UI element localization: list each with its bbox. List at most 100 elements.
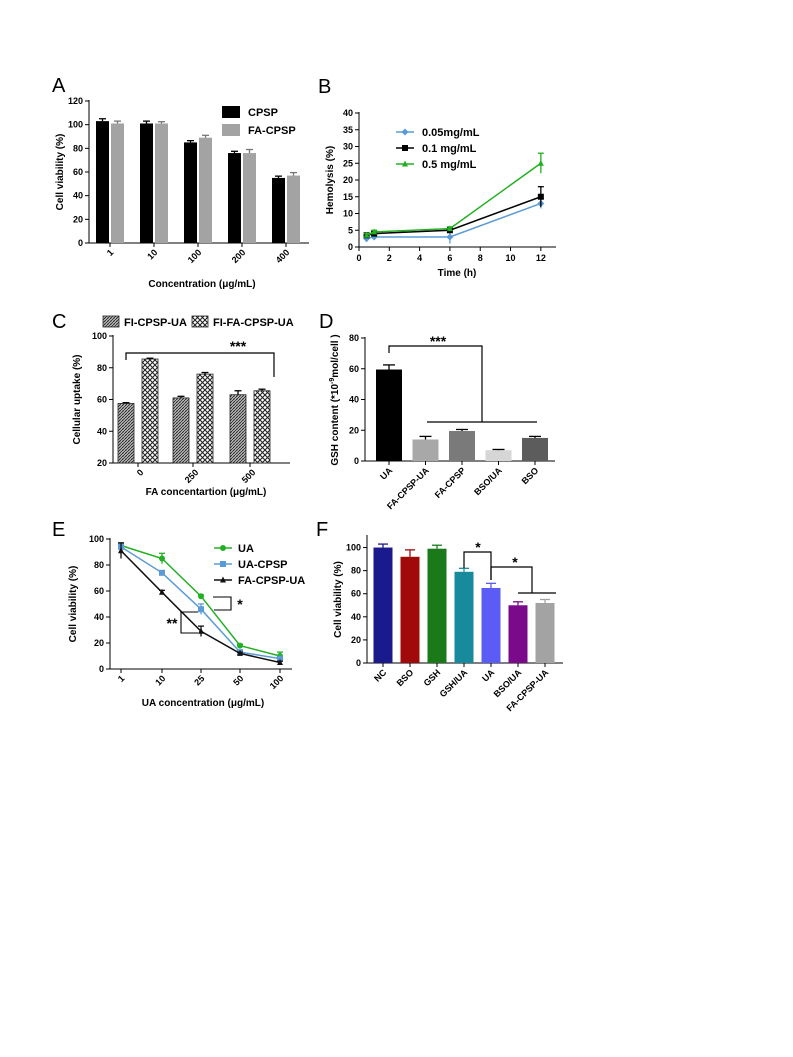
square-marker (220, 561, 226, 567)
triangle-marker (363, 231, 370, 238)
y-tick-label: 60 (94, 586, 104, 596)
significance-marker: *** (230, 338, 247, 354)
y-tick-label: 35 (343, 125, 353, 135)
x-tick-label: 250 (183, 467, 201, 485)
legend-swatch (222, 106, 240, 118)
circle-marker (159, 555, 165, 562)
x-tick-label: 25 (192, 673, 206, 687)
y-tick-label: 80 (351, 566, 361, 576)
triangle-marker (402, 160, 408, 167)
legend-label: FA-CPSP (248, 125, 296, 137)
x-axis-label: Concentration (μg/mL) (148, 279, 255, 290)
triangle-marker (220, 576, 226, 583)
x-tick-label: BSO (520, 465, 541, 486)
legend-label: 0.05mg/mL (422, 127, 480, 139)
y-tick-label: 40 (343, 108, 353, 118)
triangle-marker (237, 649, 243, 656)
y-axis-label: Cell viability (%) (333, 561, 344, 638)
circle-marker (220, 545, 226, 551)
legend-label: CPSP (248, 107, 278, 119)
y-tick-label: 5 (348, 225, 353, 235)
triangle-marker (371, 228, 378, 235)
x-tick-label: UA (480, 667, 497, 684)
y-tick-label: 40 (97, 426, 107, 436)
legend-label: UA-CPSP (238, 559, 288, 571)
circle-marker (198, 593, 204, 600)
bar-cpsp (184, 142, 197, 243)
y-tick-label: 30 (343, 142, 353, 152)
y-tick-label: 0 (78, 238, 83, 248)
x-tick-label: 400 (274, 247, 292, 265)
y-tick-label: 10 (343, 209, 353, 219)
series-line (366, 162, 542, 236)
legend-label: FA-CPSP-UA (238, 575, 305, 587)
panel-e-chart: 0 20 40 60 80 100 Cell viability (%) 1 10 25 50 100… (68, 534, 305, 709)
x-axis-label: FA concentartion (μg/mL) (146, 487, 267, 498)
legend-label: FI-FA-CPSP-UA (213, 317, 294, 329)
square-marker (198, 606, 204, 613)
bar-cpsp (140, 123, 153, 243)
significance-bracket (388, 345, 483, 422)
bar-fi-cpsp-ua (229, 394, 247, 464)
y-tick-label: 40 (73, 191, 83, 201)
significance-marker: ** (167, 615, 178, 631)
y-tick-label: 40 (351, 612, 361, 622)
y-axis-label: Cellular uptake (%) (72, 354, 83, 444)
triangle-marker (537, 159, 544, 166)
y-axis-label-suffix: mol/cell ) (330, 334, 341, 377)
significance-bracket (180, 611, 198, 634)
x-tick-label: 0 (135, 467, 146, 478)
legend-label: 0.5 mg/mL (422, 159, 477, 171)
y-tick-label: 60 (349, 364, 359, 374)
panel-letter-a: A (52, 75, 66, 97)
bar-fi-fa-cpsp-ua (253, 390, 271, 464)
x-tick-label: BSO/UA (472, 465, 504, 497)
bar-fa-cpsp (449, 431, 475, 461)
significance-bracket (213, 596, 232, 611)
x-axis-label: UA concentration (μg/mL) (142, 698, 264, 709)
y-tick-label: 120 (68, 96, 83, 106)
x-tick-label: 1 (105, 247, 116, 258)
y-tick-label: 20 (73, 214, 83, 224)
significance-marker: * (512, 554, 518, 570)
x-tick-label: FA-CPSP (433, 465, 468, 500)
bar-nc (373, 547, 393, 663)
panel-a-chart: 0 20 40 60 80 100 120 Cell viability (%) 1 10 100 2… (55, 96, 309, 290)
y-tick-label: 20 (349, 425, 359, 435)
bar-gsh-ua (454, 571, 474, 663)
triangle-marker (446, 225, 453, 232)
y-tick-label: 25 (343, 158, 353, 168)
bar-cpsp (228, 153, 241, 243)
bar-fi-cpsp-ua (117, 403, 135, 464)
bar-bso (522, 437, 548, 461)
y-tick-label: 20 (94, 638, 104, 648)
y-tick-label: 15 (343, 192, 353, 202)
y-axis-label: Cell viability (%) (55, 134, 66, 211)
x-tick-label: 4 (417, 253, 422, 263)
diamond-marker (401, 128, 409, 136)
significance-marker: * (475, 539, 481, 555)
bar-fa-cpsp-ua (412, 439, 439, 461)
significance-bracket (125, 352, 275, 377)
x-tick-label: 0 (356, 253, 361, 263)
y-tick-label: 20 (97, 458, 107, 468)
y-tick-label: 0 (348, 242, 353, 252)
significance-bracket (463, 551, 492, 580)
legend-label: FI-CPSP-UA (124, 317, 187, 329)
panel-letter-f: F (316, 519, 328, 541)
square-marker (402, 145, 408, 151)
y-tick-label: 20 (351, 635, 361, 645)
square-marker (159, 569, 165, 576)
y-tick-label: 80 (349, 333, 359, 343)
legend-swatch (222, 124, 240, 136)
y-axis-label: Cell viability (%) (68, 566, 79, 643)
bar-cpsp (272, 177, 285, 243)
square-marker (537, 193, 544, 200)
legend-swatch (191, 315, 209, 328)
bar-fi-fa-cpsp-ua (141, 358, 159, 464)
bar-fa-cpsp (243, 153, 256, 243)
y-tick-label: 60 (97, 395, 107, 405)
bar-bso-ua (485, 450, 512, 461)
bar-bso (400, 556, 420, 663)
